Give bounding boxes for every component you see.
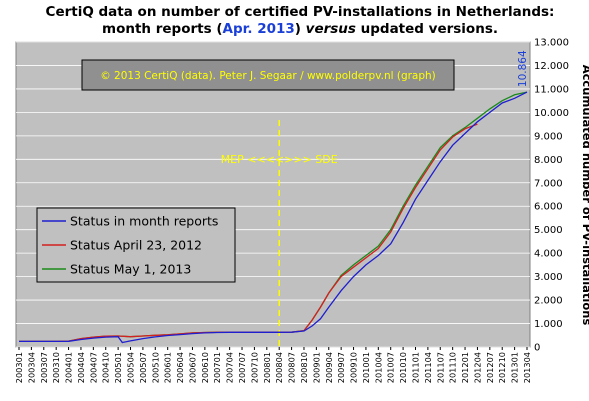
x-tick-label: 200410 — [101, 352, 111, 383]
x-tick-label: 200807 — [287, 352, 297, 383]
x-tick-label: 201001 — [361, 352, 371, 383]
x-tick-label: 201210 — [497, 352, 507, 383]
x-tick-label: 200610 — [200, 352, 210, 383]
x-tick-label: 200607 — [187, 352, 197, 383]
copyright-text: © 2013 CertiQ (data). Peter J. Segaar / … — [100, 70, 436, 82]
y-tick-label: 3.000 — [534, 272, 563, 283]
x-tick-label: 201110 — [448, 352, 458, 383]
x-tick-label: 200601 — [163, 352, 173, 383]
x-tick-label: 201101 — [410, 352, 420, 383]
x-axis: 200301 200304 200307 200310 200401 200404 2004… — [14, 347, 532, 383]
y-tick-label: 1.000 — [534, 319, 563, 330]
x-tick-label: 200704 — [225, 352, 235, 383]
x-tick-label: 200404 — [76, 352, 86, 383]
chart-title-line-2: month reports (Apr. 2013) versus updated… — [102, 21, 498, 37]
x-tick-label: 201010 — [398, 352, 408, 383]
x-tick-label: 201104 — [423, 352, 433, 383]
title-part: Apr. 2013 — [223, 21, 295, 37]
title-part: month reports ( — [102, 21, 223, 37]
legend-label: Status May 1, 2013 — [70, 262, 191, 277]
legend-label: Status in month reports — [70, 214, 218, 229]
plot-area — [15, 41, 531, 348]
chart-title-line-1: CertiQ data on number of certified PV-in… — [46, 4, 555, 20]
legend: Status in month reports Status April 23, … — [36, 207, 236, 283]
y-tick-label: 0 — [534, 343, 540, 354]
title-part: versus — [306, 21, 356, 37]
legend-label: Status April 23, 2012 — [70, 238, 202, 253]
y-tick-label: 9.000 — [534, 131, 563, 142]
x-tick-label: 201207 — [485, 352, 495, 383]
x-tick-label: 201007 — [386, 352, 396, 383]
policy-annotation: MEP <<<<>>> SDE — [221, 153, 338, 166]
y-tick-label: 2.000 — [534, 296, 563, 307]
x-tick-label: 200701 — [212, 352, 222, 383]
x-tick-label: 200907 — [336, 352, 346, 383]
x-tick-label: 201107 — [435, 352, 445, 383]
x-tick-label: 200604 — [175, 352, 185, 383]
x-tick-label: 200504 — [126, 352, 136, 383]
x-tick-label: 200307 — [39, 352, 49, 383]
x-tick-label: 200510 — [150, 352, 160, 383]
copyright-box — [81, 59, 455, 91]
x-tick-label: 201304 — [522, 352, 532, 383]
x-tick-label: 201004 — [373, 352, 383, 383]
y-tick-label: 10.000 — [534, 108, 569, 119]
x-tick-label: 200804 — [274, 352, 284, 383]
x-tick-label: 200310 — [51, 352, 61, 383]
x-tick-label: 200810 — [299, 352, 309, 383]
x-tick-label: 200501 — [113, 352, 123, 383]
x-tick-label: 200507 — [138, 352, 148, 383]
x-tick-label: 200401 — [64, 352, 74, 383]
y-tick-label: 12.000 — [534, 61, 569, 72]
y-tick-label: 5.000 — [534, 225, 563, 236]
title-part: updated versions. — [356, 21, 498, 37]
x-tick-label: 200304 — [26, 352, 36, 383]
x-tick-label: 200901 — [311, 352, 321, 383]
y-tick-label: 6.000 — [534, 202, 563, 213]
x-tick-label: 200710 — [249, 352, 259, 383]
x-tick-label: 201201 — [460, 352, 470, 383]
y-axis: 0 1.000 2.000 3.000 4.000 5.000 6.000 7.000 8.00… — [534, 38, 569, 354]
end-value-label: 10.864 — [517, 50, 529, 87]
x-tick-label: 201301 — [510, 352, 520, 383]
y-tick-label: 11.000 — [534, 84, 569, 95]
series-line — [19, 91, 528, 344]
title-part: ) — [295, 21, 306, 37]
title-part: CertiQ data on number of certified PV-in… — [46, 4, 555, 20]
x-tick-label: 200707 — [237, 352, 247, 383]
x-tick-label: 201204 — [472, 352, 482, 383]
series-lines — [19, 91, 528, 344]
x-tick-label: 200904 — [324, 352, 334, 383]
x-tick-label: 200910 — [349, 352, 359, 383]
x-tick-label: 200801 — [262, 352, 272, 383]
legend-box — [36, 207, 236, 283]
x-tick-label: 200301 — [14, 352, 24, 383]
y-axis-label: Accumulated number of PV-installations — [580, 65, 589, 326]
y-tick-label: 7.000 — [534, 178, 563, 189]
y-tick-label: 13.000 — [534, 38, 569, 49]
x-tick-label: 200407 — [88, 352, 98, 383]
y-tick-label: 4.000 — [534, 249, 563, 260]
y-tick-label: 8.000 — [534, 155, 563, 166]
